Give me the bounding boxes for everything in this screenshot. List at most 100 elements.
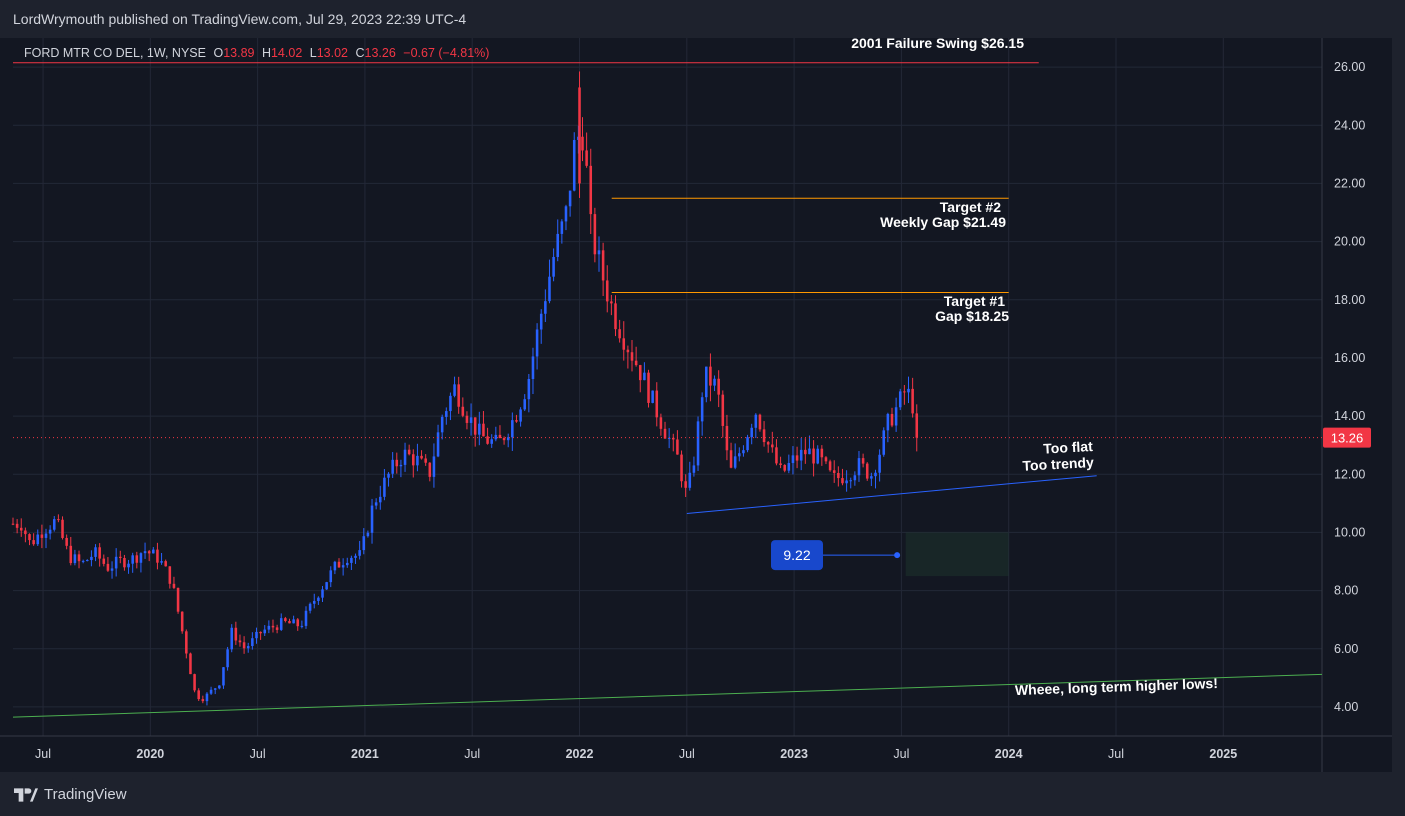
candle-body [515,420,518,422]
legend-high: 14.02 [270,46,303,60]
candle-body [428,462,432,477]
candle-body [828,461,832,471]
candle-body [40,534,44,538]
candle-body [391,459,394,474]
candle-body [527,379,531,400]
candle-body [185,631,188,654]
candle-body [255,631,258,639]
candle-body [630,352,634,361]
legend-change: −0.67 (−4.81%) [403,46,490,60]
candle-body [548,276,551,302]
candle-body [700,397,704,422]
candle-body [725,425,729,451]
candle-body [238,640,242,643]
legend-low-label: L [309,46,317,60]
candle-body [729,450,733,468]
candle-body [86,560,89,562]
candle-body [738,453,741,457]
candle-body [189,653,192,675]
candle-body [251,638,254,647]
candle-body [667,437,671,439]
candle-body [692,465,696,473]
candle-body [234,627,238,641]
candle-body [383,477,386,497]
y-axis: 4.00 6.00 8.00 10.00 12.00 14.00 16.00 18.00 20.… [1323,60,1371,714]
candle-body [308,603,312,611]
candle-body [882,430,886,455]
candle-body [19,527,23,531]
candle-body [651,390,654,403]
target1-label-2: Gap $18.25 [935,308,1009,324]
too-trendy-label: Too trendy [1022,454,1094,474]
legend-open-label: O [213,46,224,60]
price-chart[interactable]: 4.00 6.00 8.00 10.00 12.00 14.00 16.00 18.00 20.… [0,38,1392,772]
legend-close: 13.26 [364,46,396,60]
right-strip [1392,38,1405,772]
candle-body [560,221,564,234]
candle-body [758,414,762,430]
candle-body [733,456,737,468]
x-tick-label: 2025 [1209,747,1237,761]
grid-lines [0,38,1392,772]
candle-body [742,450,745,454]
candle-body [816,448,819,464]
candle-body [370,505,374,533]
x-tick-label: Jul [893,747,909,761]
candle-body [870,476,873,479]
candle-body [341,565,345,568]
y-tick-label: 18.00 [1334,293,1365,307]
candle-body [865,463,869,479]
candle-body [304,610,308,626]
candle-body [845,480,848,484]
candle-body [65,537,68,546]
tradingview-brand[interactable]: TradingView [14,786,127,803]
candle-body [779,463,782,465]
candle-body [127,563,130,568]
candle-body [568,190,572,207]
candle-body [259,631,262,634]
candles [11,71,919,706]
y-tick-label: 6.00 [1334,642,1358,656]
callout-dot [894,552,901,559]
candle-body [412,454,415,466]
candle-body [626,349,630,353]
candle-body [15,523,19,528]
candle-body [531,356,535,380]
candle-body [152,549,155,554]
candle-body [535,329,539,357]
candle-body [48,529,52,534]
candle-body [374,502,378,506]
candle-body [874,472,877,477]
candle-body [680,454,683,482]
candle-body [205,693,209,702]
candle-body [799,449,803,461]
y-tick-label: 8.00 [1334,584,1358,598]
candle-body [201,699,205,702]
candle-body-peak [578,87,581,184]
y-tick-label: 24.00 [1334,118,1365,132]
candle-body [783,464,786,471]
y-tick-label: 14.00 [1334,409,1365,423]
y-tick-label: 16.00 [1334,351,1365,365]
candle-body [329,570,333,583]
candle-body [193,674,196,691]
candle-body [436,432,440,457]
legend-open: 13.89 [223,46,255,60]
candle-body [69,545,73,564]
candle-body [147,551,151,554]
candle-body [465,415,469,423]
candle-body [73,554,77,564]
candle-body [705,366,708,398]
candle-body [791,455,795,464]
candle-body [473,417,477,435]
candle-body [878,454,881,473]
candle-body [102,558,106,564]
candle-body [139,553,143,563]
candle-body [135,555,139,563]
candle-body [94,547,97,557]
candle-body [449,395,452,412]
bottom-bar [0,772,1405,816]
candle-body [36,534,40,545]
candle-body [750,427,753,438]
projection-zone [905,532,1009,577]
